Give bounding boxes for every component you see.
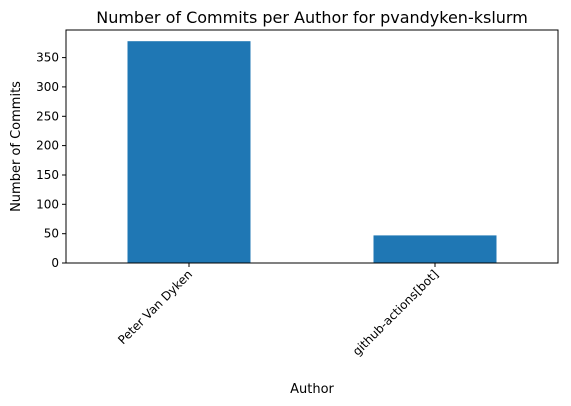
x-tick-label-1: github-actions[bot] — [350, 267, 441, 358]
chart-title: Number of Commits per Author for pvandyk… — [96, 8, 528, 27]
y-tick-label-1: 50 — [44, 227, 59, 241]
y-tick-label-6: 300 — [36, 80, 59, 94]
y-tick-label-7: 350 — [36, 51, 59, 65]
x-tick-label-0: Peter Van Dyken — [115, 267, 195, 347]
y-axis-ticks: 0 50 100 150 200 250 300 350 — [36, 51, 66, 270]
y-axis-label: Number of Commits — [9, 81, 24, 212]
plot-frame — [65, 29, 559, 264]
y-tick-label-5: 250 — [36, 109, 59, 123]
y-tick-label-2: 100 — [36, 197, 59, 211]
x-axis-label: Author — [290, 382, 334, 397]
x-axis-ticks: Peter Van Dyken github-actions[bot] — [115, 263, 441, 358]
y-tick-label-4: 200 — [36, 139, 59, 153]
y-tick-label-0: 0 — [51, 256, 59, 270]
bar-0 — [127, 41, 251, 264]
y-tick-label-3: 150 — [36, 168, 59, 182]
bar-1 — [373, 235, 497, 263]
bars-layer — [127, 41, 497, 264]
